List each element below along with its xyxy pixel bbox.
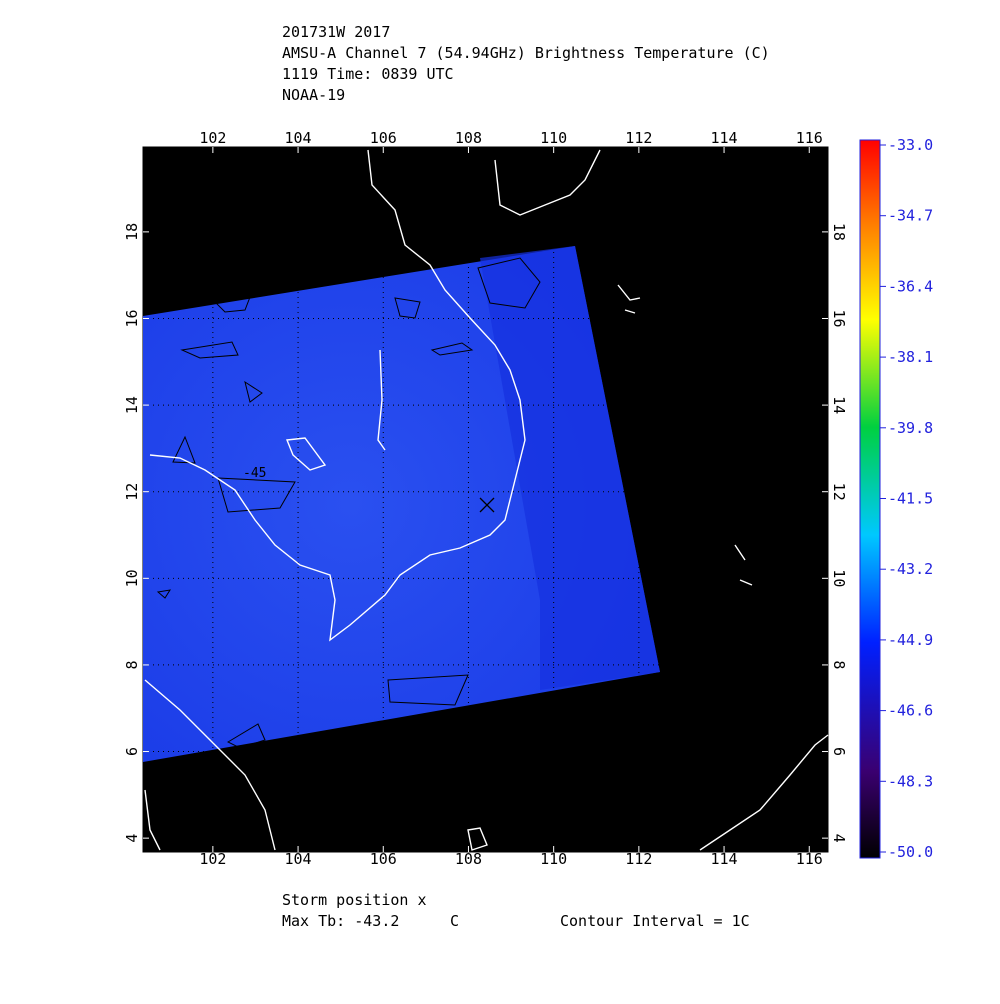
colorbar-label: -39.8: [888, 419, 933, 437]
x-tick-label: 114: [711, 129, 738, 147]
y-tick-label: 12: [123, 483, 141, 501]
y-tick-label: 4: [830, 834, 848, 843]
y-tick-label: 8: [830, 660, 848, 669]
max-tb: Max Tb: -43.2: [282, 912, 399, 930]
x-tick-label: 106: [370, 129, 397, 147]
header-line: 201731W 2017: [282, 23, 390, 41]
colorbar-label: -34.7: [888, 207, 933, 225]
y-tick-label: 6: [123, 747, 141, 756]
y-tick-label: 6: [830, 747, 848, 756]
x-tick-label: 114: [711, 850, 738, 868]
x-tick-label: 112: [625, 129, 652, 147]
header: 201731W 2017 AMSU-A Channel 7 (54.94GHz)…: [282, 23, 770, 104]
grid: [143, 147, 828, 852]
x-tick-label: 102: [199, 129, 226, 147]
x-tick-label: 110: [540, 850, 567, 868]
x-tick-label: 106: [370, 850, 397, 868]
x-tick-label: 104: [285, 850, 312, 868]
storm-label: Storm position x: [282, 891, 427, 909]
header-line: AMSU-A Channel 7 (54.94GHz) Brightness T…: [282, 44, 770, 62]
x-tick-label: 104: [285, 129, 312, 147]
colorbar-label: -36.4: [888, 277, 933, 295]
x-tick-label: 116: [796, 850, 823, 868]
x-tick-label: 108: [455, 850, 482, 868]
colorbar: -33.0 -34.7 -36.4 -38.1 -39.8 -41.5 -43.2 -44.9…: [859, 136, 933, 861]
contour-interval: Contour Interval = 1C: [560, 912, 750, 930]
colorbar-label: -33.0: [888, 136, 933, 154]
contour-label: -45: [243, 466, 266, 481]
colorbar-label: -46.6: [888, 702, 933, 720]
colorbar-label: -50.0: [888, 843, 933, 861]
colorbar-label: -48.3: [888, 772, 933, 790]
x-tick-label: 108: [455, 129, 482, 147]
x-tick-label: 102: [199, 850, 226, 868]
y-tick-label: 14: [123, 396, 141, 414]
contours: [156, 257, 541, 749]
colorbar-label: -43.2: [888, 560, 933, 578]
footer: Storm position x Max Tb: -43.2 C Contour…: [282, 891, 750, 930]
x-tick-label: 110: [540, 129, 567, 147]
x-tick-label: 116: [796, 129, 823, 147]
y-tick-label: 16: [830, 309, 848, 327]
header-line: 1119 Time: 0839 UTC: [282, 65, 454, 83]
storm-position: [479, 497, 495, 513]
unit: C: [450, 912, 459, 930]
colorbar-label: -41.5: [888, 490, 933, 508]
y-tick-label: 16: [123, 309, 141, 327]
colorbar-label: -44.9: [888, 631, 933, 649]
x-tick-label: 112: [625, 850, 652, 868]
axes: 1021021041041061061081081101101121121141…: [123, 129, 848, 868]
colorbar-label: -38.1: [888, 348, 933, 366]
y-tick-label: 4: [123, 834, 141, 843]
y-tick-label: 14: [830, 396, 848, 414]
header-line: NOAA-19: [282, 86, 345, 104]
y-tick-label: 10: [123, 569, 141, 587]
y-tick-label: 8: [123, 660, 141, 669]
y-tick-label: 12: [830, 483, 848, 501]
y-tick-label: 18: [123, 223, 141, 241]
y-tick-label: 18: [830, 223, 848, 241]
colorbar-bar: [859, 139, 881, 859]
coastlines: [144, 149, 829, 851]
swath-edge: [480, 246, 660, 690]
y-tick-label: 10: [830, 569, 848, 587]
